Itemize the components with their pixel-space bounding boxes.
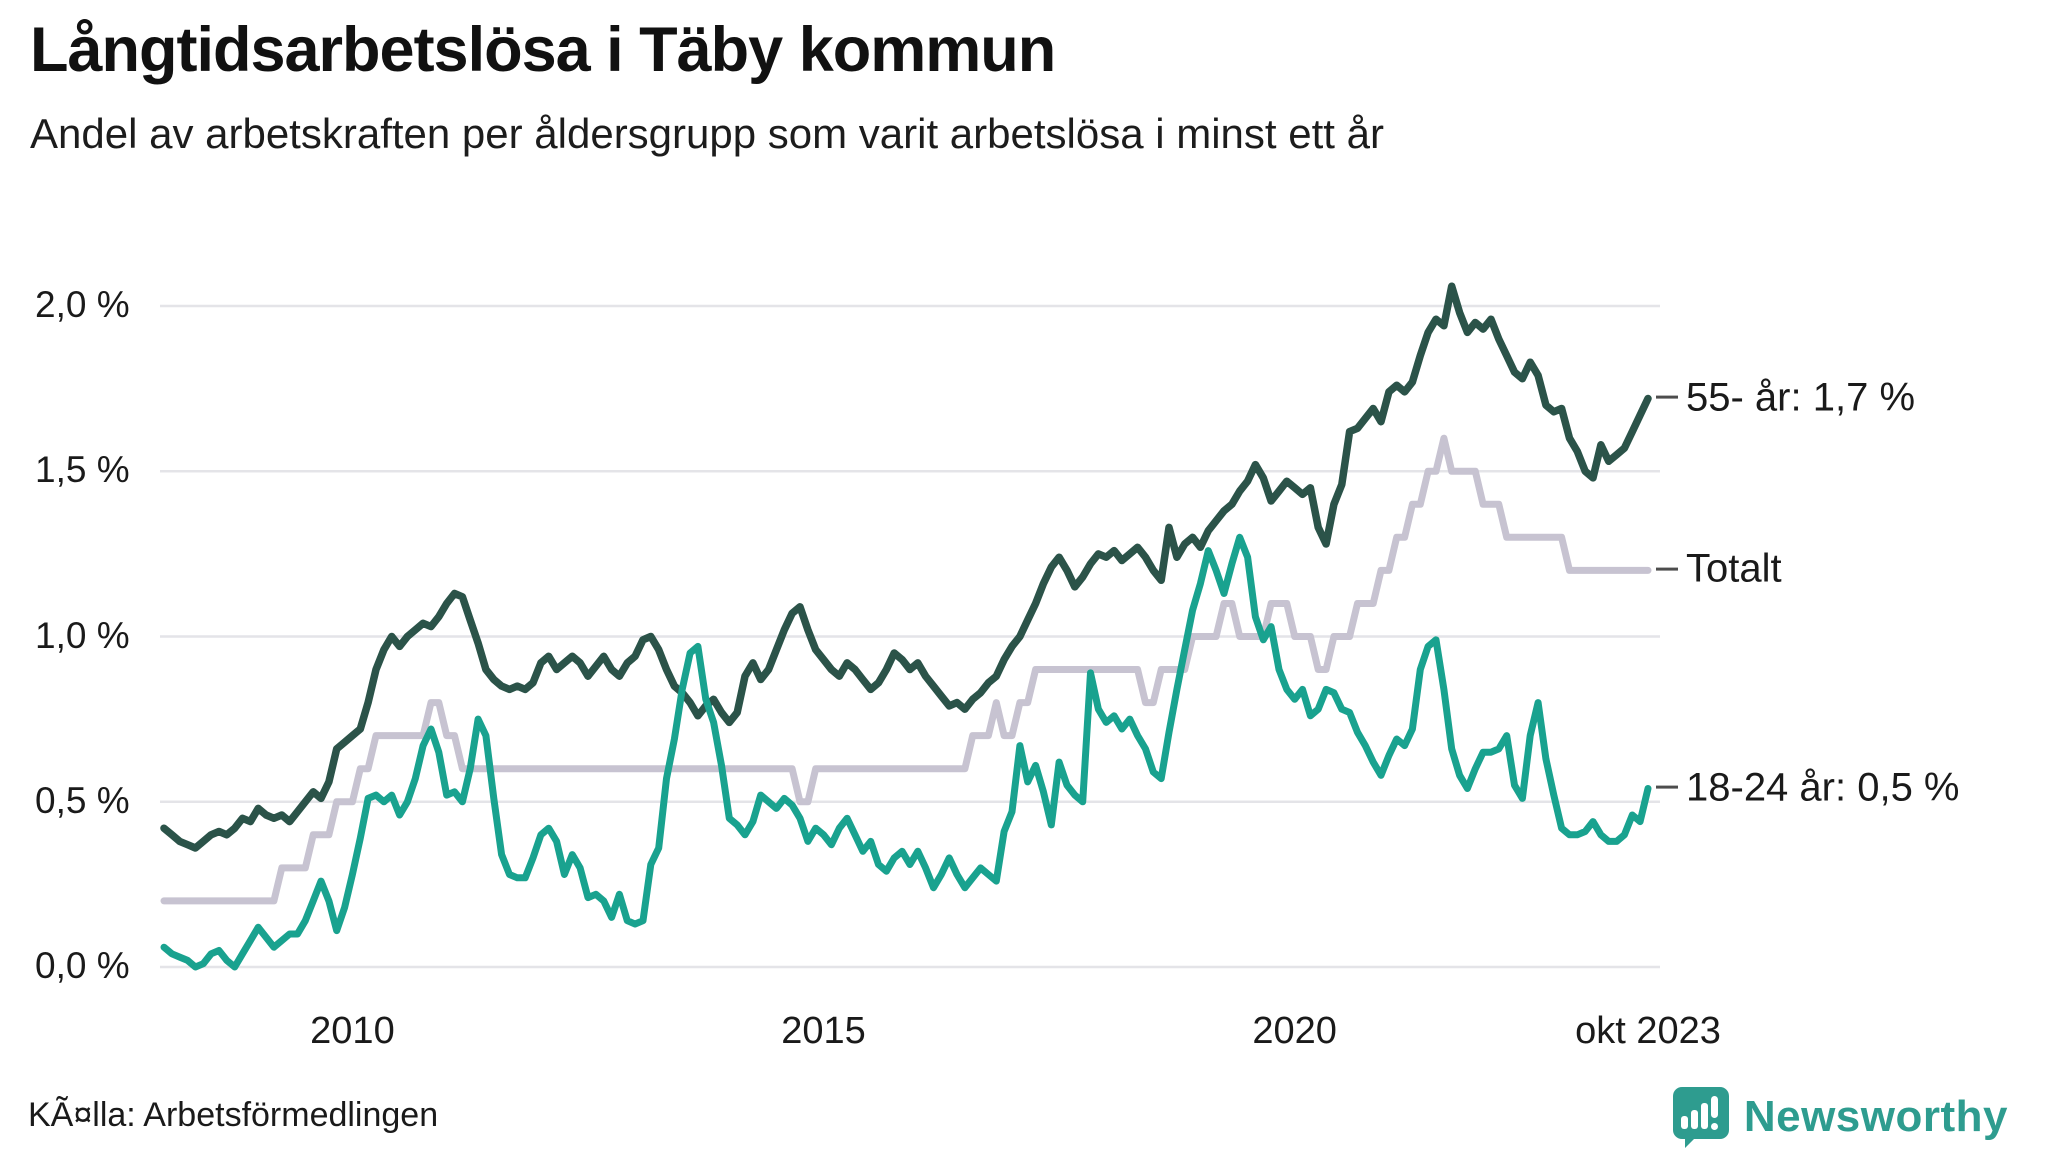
line-55--år (160, 282, 1652, 852)
series-end-label-text: 55- år: 1,7 % (1686, 375, 1916, 420)
y-axis-tick-label: 2,0 % (35, 284, 130, 326)
y-axis-tick-label: 0,5 % (35, 779, 130, 821)
brand-name: Newsworthy (1743, 1092, 2008, 1141)
page-title: Långtidsarbetslösa i Täby kommun (30, 15, 1056, 85)
x-axis-tick-label: okt 2023 (1575, 1010, 1721, 1052)
line-totalt (160, 434, 1652, 905)
series-end-label: 55- år: 1,7 % (1656, 375, 1915, 420)
line-18-24-år (160, 533, 1652, 971)
end-label-dash (1656, 567, 1678, 571)
x-axis-tick-label: 2020 (1252, 1010, 1337, 1052)
y-axis-tick-label: 0,0 % (35, 945, 130, 987)
source-note: KÃ¤lla: Arbetsförmedlingen (28, 1096, 439, 1134)
series-end-label: 18-24 år: 0,5 % (1656, 765, 1960, 810)
x-axis-tick-label: 2015 (781, 1010, 866, 1052)
brand-logo: Newsworthy (1670, 1086, 2008, 1148)
end-label-dash (1656, 396, 1678, 400)
y-axis-tick-label: 1,5 % (35, 449, 130, 491)
series-end-label-text: Totalt (1686, 546, 1782, 591)
page-subtitle: Andel av arbetskraften per åldersgrupp s… (30, 110, 1384, 157)
chart-lines (160, 282, 1652, 971)
newsworthy-icon (1672, 1087, 1729, 1148)
y-axis-tick-label: 1,0 % (35, 614, 130, 656)
end-label-dash (1656, 786, 1678, 790)
gridlines (160, 304, 1660, 969)
series-end-label: Totalt (1656, 547, 1782, 592)
series-end-label-text: 18-24 år: 0,5 % (1686, 765, 1960, 810)
x-axis-tick-label: 2010 (310, 1010, 395, 1052)
